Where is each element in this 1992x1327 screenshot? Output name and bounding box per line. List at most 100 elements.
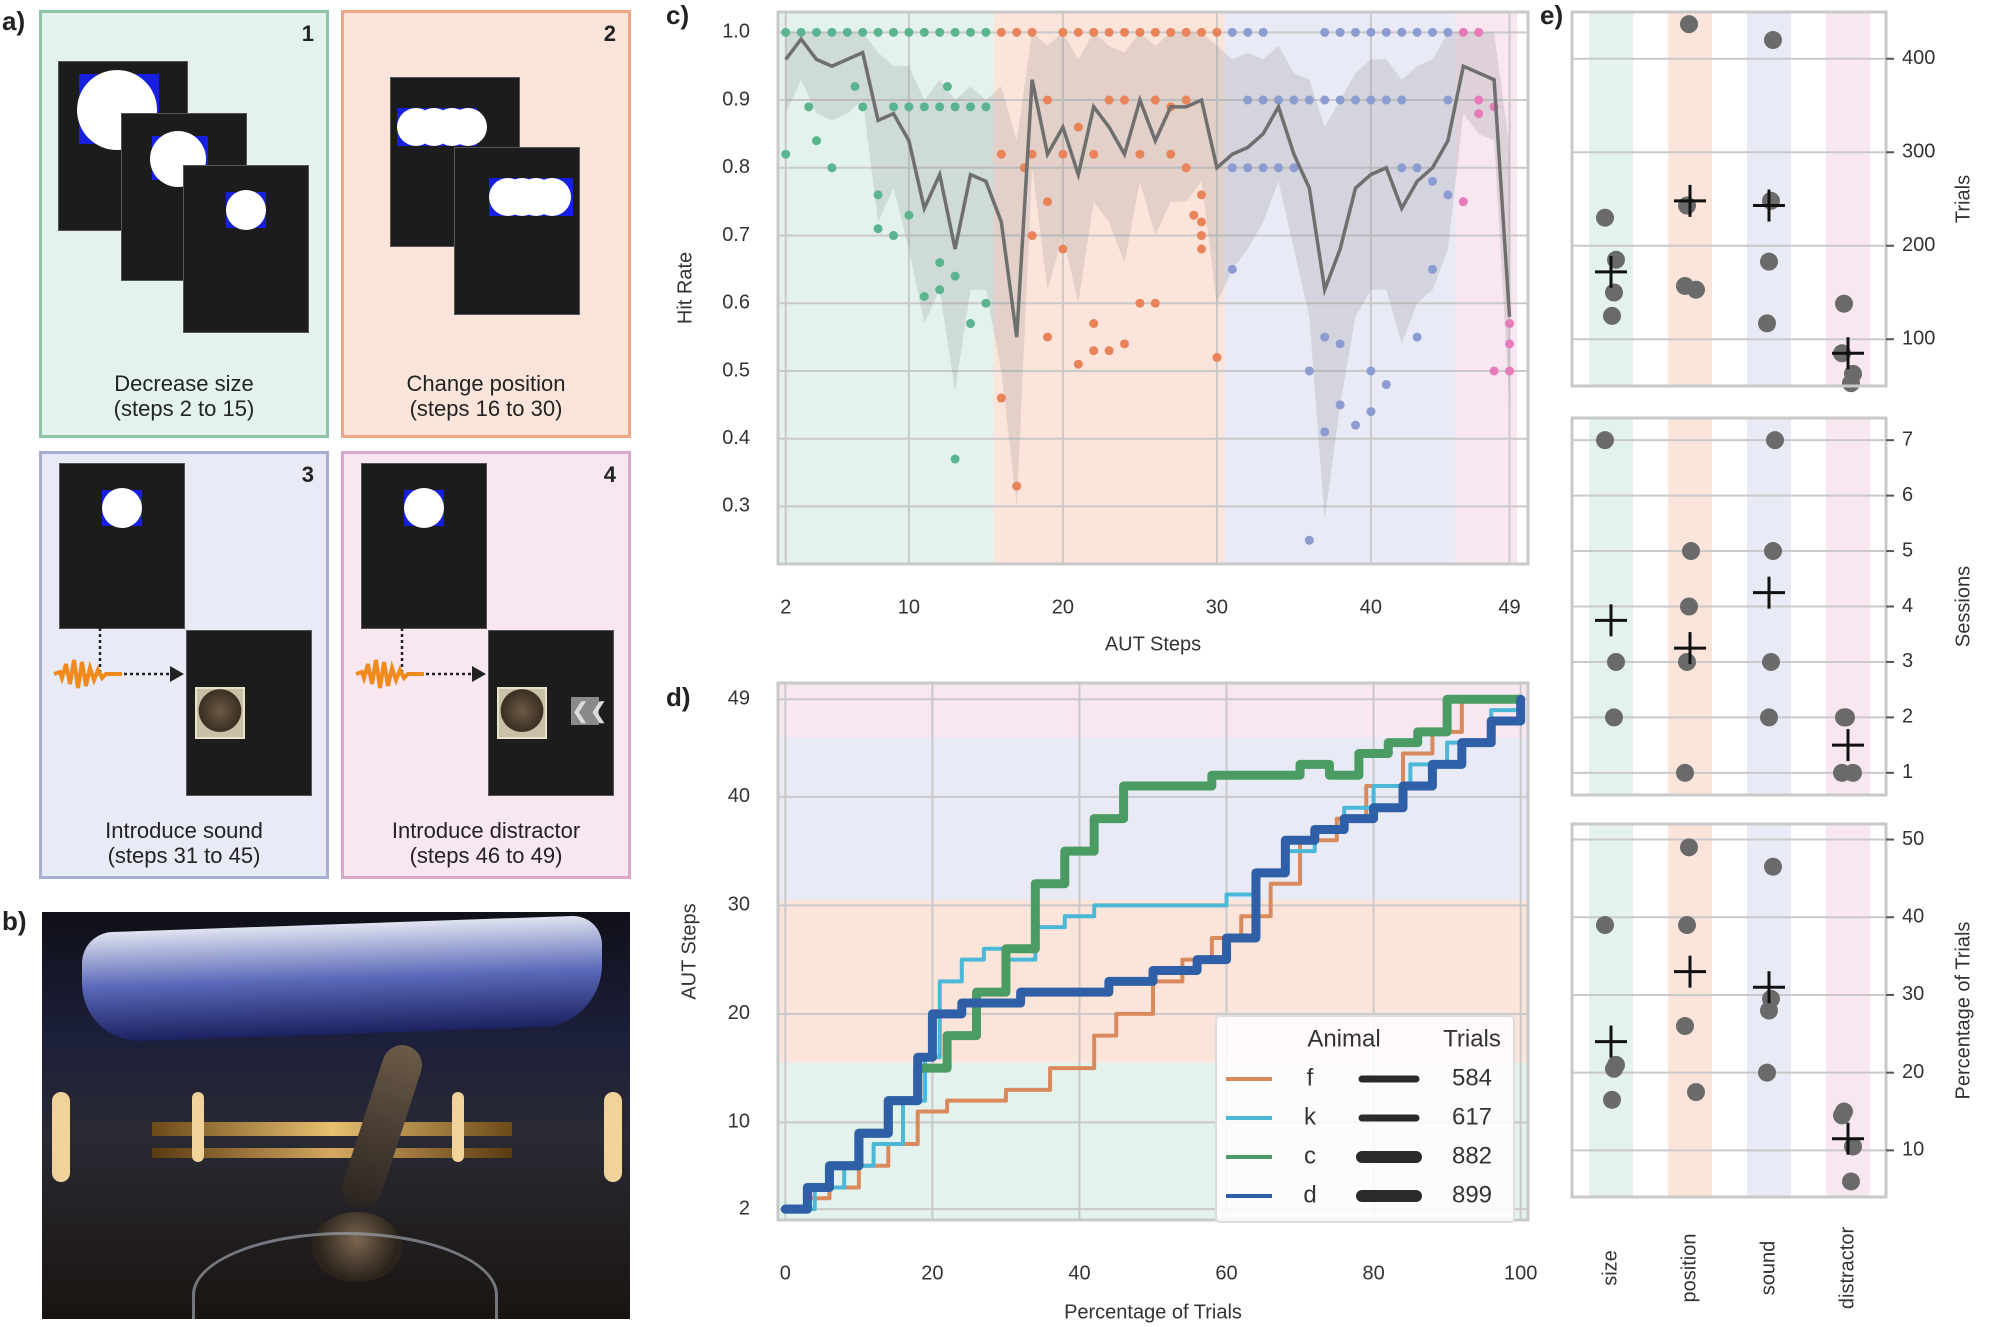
card-number: 2 [603,21,616,46]
data-point [1833,1106,1851,1125]
data-point [1304,95,1314,105]
stage-card-1: 1 Decrease size (steps 2 to 15) [39,10,329,438]
legend-header: Trials [1443,1025,1501,1052]
panel-letter-c: c) [666,0,690,30]
data-point [996,149,1006,159]
data-point [1320,332,1330,342]
data-point [1381,27,1391,37]
series-line-d [780,694,1526,1214]
data-point [1166,27,1176,37]
y-tick-label: 10 [728,1111,750,1133]
data-point [889,27,899,37]
card-caption: Decrease size (steps 2 to 15) [113,371,255,421]
data-point [1764,857,1782,876]
card-number: 1 [301,21,314,46]
y-tick-label: 5 [1902,539,1913,561]
data-point [1043,332,1053,342]
stimulus-screen [183,165,309,333]
data-point [1089,346,1099,356]
legend-trials: 617 [1452,1103,1492,1130]
data-point [804,102,814,112]
data-point [1243,27,1253,37]
data-point [1760,1001,1778,1020]
data-point [1603,1090,1621,1109]
x-tick-label: 30 [1206,596,1228,618]
y-tick-label: 20 [728,1002,750,1024]
data-point [873,190,883,200]
legend-trials: 584 [1452,1064,1492,1091]
data-point [1335,400,1345,410]
data-point [935,258,945,268]
stimulus-screen [59,463,185,629]
marmoset-image [497,687,547,739]
category-band [1826,12,1870,386]
category-band [1589,824,1633,1197]
data-point [981,298,991,308]
y-tick-label: 2 [1902,706,1913,728]
data-point [1680,597,1698,616]
data-point [1320,95,1330,105]
y-tick-label: 300 [1902,141,1935,163]
light-strip [52,1092,70,1182]
data-point [942,82,952,92]
plot-frame [776,681,1530,1222]
card-number: 3 [301,462,314,487]
x-tick-label: 40 [1068,1262,1090,1284]
data-point [1596,431,1614,450]
data-point [1120,27,1130,37]
reward-screen [186,630,312,796]
card-caption: Introduce distractor (steps 46 to 49) [391,818,581,868]
data-point [1304,535,1314,545]
y-tick-label: 0.9 [722,88,750,110]
data-point [1458,197,1468,207]
data-point [1842,1172,1860,1191]
y-axis-label: AUT Steps [678,903,700,999]
data-point [950,102,960,112]
plot-frame [1570,822,1888,1199]
data-point [1073,122,1083,132]
category-label: sound [1757,1241,1779,1296]
data-point [1104,95,1114,105]
legend-label: d [1303,1181,1316,1208]
data-point [1197,217,1207,227]
data-point [1764,542,1782,561]
legend-header: Animal [1307,1025,1380,1052]
data-point [1758,314,1776,333]
target-circle [404,488,444,528]
data-point [1197,244,1207,254]
data-point [873,27,883,37]
data-point [1043,95,1053,105]
data-point [1058,244,1068,254]
data-point [1474,109,1484,119]
panel-letter-b: b) [2,906,27,936]
data-point [1274,163,1284,173]
data-point [1412,163,1422,173]
data-point [1212,27,1222,37]
data-point [1227,264,1237,274]
data-point [1676,1017,1694,1036]
y-tick-label: 100 [1902,328,1935,350]
sound-waveform-icon [53,659,122,689]
data-point [1012,27,1022,37]
data-point [1320,427,1330,437]
panel-letter-d: d) [666,682,691,712]
data-point [1835,708,1853,727]
data-point [1443,190,1453,200]
data-point [1258,95,1268,105]
data-point [1335,95,1345,105]
target-circle [226,190,266,230]
y-tick-label: 49 [728,688,750,710]
data-point [1596,916,1614,935]
data-point [1027,27,1037,37]
data-point [904,27,914,37]
confidence-band [785,32,1510,520]
marmoset-image [195,687,245,739]
y-tick-label: 0.4 [722,427,750,449]
card-caption: Change position (steps 16 to 30) [406,371,566,421]
data-point [1762,191,1780,210]
data-point [796,27,806,37]
data-point [1104,27,1114,37]
reward-screen: ❮❮ [488,630,614,796]
data-point [781,27,791,37]
